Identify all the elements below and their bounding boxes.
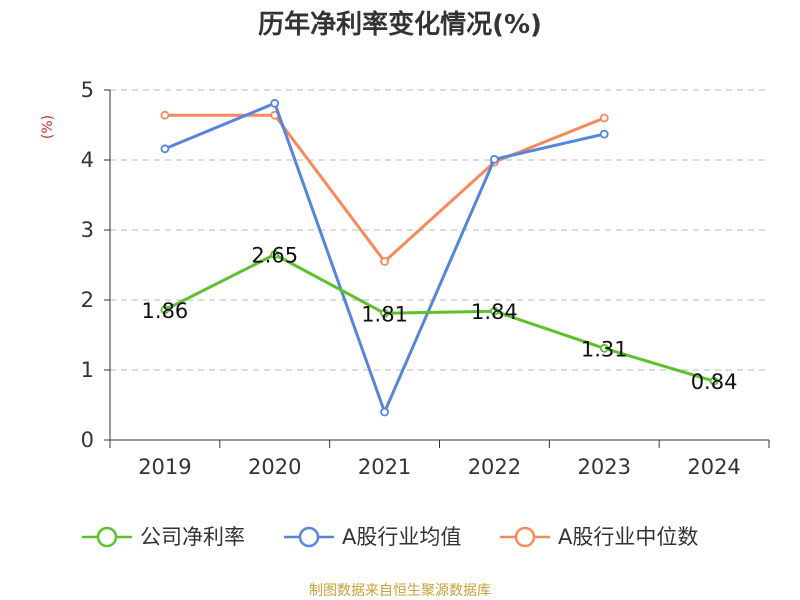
data-label: 0.84 <box>691 370 738 394</box>
y-tick-label: 2 <box>81 288 94 312</box>
data-point <box>709 376 719 386</box>
legend-marker <box>298 526 320 548</box>
data-point <box>270 98 280 108</box>
y-tick-label: 3 <box>81 218 94 242</box>
x-tick-label: 2019 <box>138 455 191 479</box>
legend-item: A股行业中位数 <box>500 525 698 549</box>
series-lines <box>160 98 719 417</box>
data-point <box>160 305 170 315</box>
series-industry-mean <box>160 98 609 417</box>
data-point <box>380 257 389 266</box>
series-line <box>164 113 605 263</box>
data-point <box>380 308 389 318</box>
chart-title: 历年净利率变化情况(%) <box>258 9 542 40</box>
x-tick-label: 2024 <box>687 455 740 479</box>
data-point <box>599 113 609 123</box>
data-point <box>490 306 499 316</box>
y-tick-label: 1 <box>81 358 94 382</box>
x-tick-label: 2021 <box>358 455 411 479</box>
data-labels: 1.86 2.65 1.81 1.84 1.31 0.84 <box>142 244 738 395</box>
data-point <box>490 154 499 164</box>
data-label: 1.86 <box>142 299 189 323</box>
legend-item: 公司净利率 <box>82 525 245 549</box>
data-point <box>380 407 389 417</box>
series-line <box>164 253 715 383</box>
data-point <box>160 110 170 120</box>
data-label: 2.65 <box>251 244 298 268</box>
y-axis-label: (%) <box>40 115 56 139</box>
legend-marker <box>514 526 536 548</box>
series-company <box>160 250 719 386</box>
data-label: 1.31 <box>581 337 628 361</box>
y-tick-label: 4 <box>81 148 94 172</box>
x-tick-label: 2023 <box>578 455 631 479</box>
data-point <box>599 343 609 353</box>
data-point <box>160 144 170 154</box>
data-point <box>270 250 280 259</box>
data-label: 1.81 <box>361 302 408 326</box>
axes: 0 1 2 3 4 5 2019 2020 2021 2022 2023 2024 <box>81 78 770 479</box>
series-industry-median <box>160 110 609 266</box>
legend-item: A股行业均值 <box>284 525 461 549</box>
x-tick-label: 2022 <box>468 455 521 479</box>
legend-marker <box>96 526 118 548</box>
legend: 公司净利率 A股行业均值 A股行业中位数 <box>82 525 698 549</box>
source-note: 制图数据来自恒生聚源数据库 <box>309 583 491 599</box>
data-label: 1.84 <box>471 300 518 324</box>
data-point <box>599 129 609 139</box>
legend-label: A股行业均值 <box>342 525 461 549</box>
x-tick-label: 2020 <box>248 455 301 479</box>
legend-label: A股行业中位数 <box>558 525 698 549</box>
y-tick-label: 5 <box>81 78 94 102</box>
legend-label: 公司净利率 <box>140 525 245 549</box>
y-tick-label: 0 <box>81 428 94 452</box>
